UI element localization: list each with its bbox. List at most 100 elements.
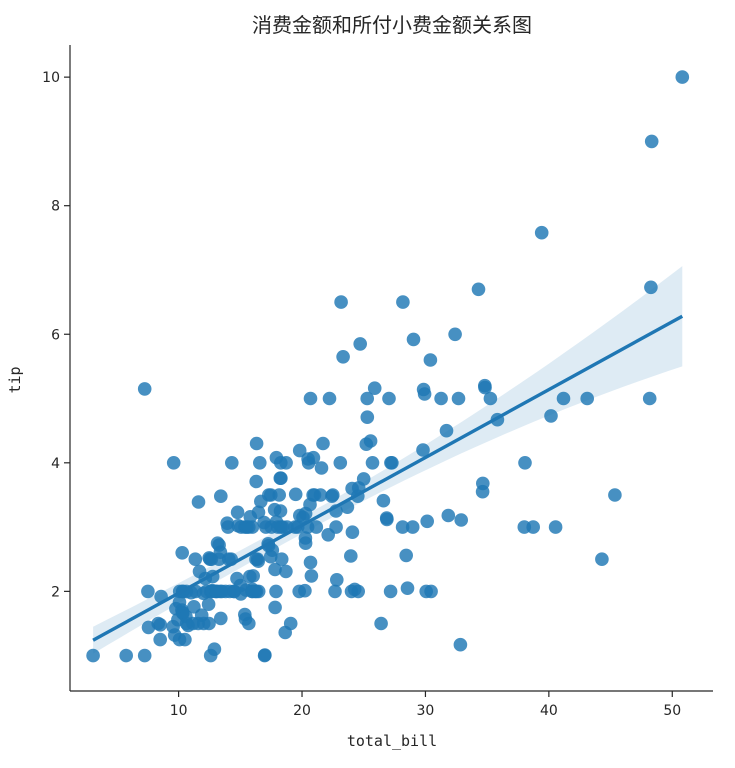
scatter-point: [309, 520, 324, 534]
x-ticks: 10 20 30 40 50: [170, 691, 681, 719]
x-tick-label: 10: [170, 703, 188, 719]
scatter-point: [328, 584, 342, 599]
scatter-point: [242, 616, 256, 631]
scatter-point: [360, 391, 375, 406]
scatter-point: [382, 391, 396, 406]
scatter-point: [644, 134, 659, 149]
scatter-point: [534, 225, 549, 240]
scatter-point: [434, 391, 448, 406]
x-tick-label: 40: [540, 703, 558, 719]
x-tick-label: 50: [663, 703, 681, 719]
scatter-point: [405, 520, 420, 534]
scatter-point: [471, 282, 486, 297]
scatter-point: [367, 381, 382, 396]
scatter-point: [483, 391, 498, 406]
scatter-point: [119, 648, 133, 663]
scatter-point: [642, 391, 657, 406]
scatter-point: [245, 520, 260, 534]
scatter-point: [166, 456, 181, 470]
scatter-point: [251, 505, 266, 520]
scatter-point: [306, 450, 321, 465]
scatter-point: [424, 584, 438, 599]
scatter-point: [448, 327, 462, 342]
scatter-point: [268, 562, 282, 577]
x-tick-label: 30: [417, 703, 435, 719]
scatter-point: [580, 391, 594, 406]
scatter-point: [345, 525, 360, 539]
scatter-point: [283, 616, 298, 631]
scatter-point: [288, 487, 303, 502]
scatter-point: [265, 543, 280, 557]
scatter-point: [214, 611, 228, 626]
scatter-point: [201, 597, 216, 611]
scatter-point: [453, 637, 468, 652]
scatter-point: [298, 583, 312, 598]
scatter-point: [202, 616, 216, 631]
scatter-point: [137, 648, 152, 663]
scatter-point: [188, 552, 203, 566]
scatter-point: [423, 353, 438, 367]
scatter-point: [374, 616, 388, 631]
scatter-point: [322, 391, 337, 406]
scatter-point: [330, 573, 344, 587]
scatter-point: [269, 584, 283, 599]
scatter-point: [344, 549, 358, 563]
scatter-point: [313, 488, 328, 502]
y-tick-label: 4: [51, 456, 60, 472]
scatter-point: [251, 554, 265, 568]
scatter-point: [298, 536, 313, 550]
scatter-point: [478, 380, 492, 395]
scatter-point: [86, 648, 100, 663]
scatter-point: [518, 456, 532, 470]
scatter-point: [595, 552, 609, 566]
scatter-point: [476, 476, 490, 491]
scatter-point: [333, 456, 348, 470]
scatter-point: [279, 456, 293, 470]
scatter-point: [417, 387, 432, 401]
scatter-point: [272, 488, 287, 502]
confidence-band: [93, 266, 683, 654]
scatter-point: [395, 520, 410, 534]
scatter-point: [246, 569, 260, 583]
scatter-point: [249, 436, 264, 451]
scatter-point: [137, 382, 152, 396]
scatter-point: [336, 350, 350, 364]
scatter-point: [548, 520, 563, 534]
scatter-point: [329, 520, 343, 534]
scatter-point: [385, 456, 399, 470]
scatter-point: [406, 332, 421, 347]
plot-area: [86, 70, 690, 663]
scatter-point: [303, 391, 318, 406]
y-tick-label: 8: [51, 199, 60, 215]
scatter-point: [191, 495, 206, 509]
scatter-point: [225, 456, 239, 470]
scatter-point: [153, 632, 167, 647]
scatter-point: [279, 564, 293, 579]
scatter-point: [399, 548, 414, 563]
scatter-point: [316, 436, 330, 451]
scatter-point: [356, 472, 371, 486]
scatter-point: [416, 443, 430, 457]
scatter-point: [273, 504, 288, 518]
x-axis-label: total_bill: [347, 732, 437, 750]
scatter-point: [304, 569, 319, 583]
scatter-point: [214, 489, 228, 504]
scatter-point: [353, 337, 368, 351]
scatter-points: [86, 70, 690, 663]
scatter-point: [441, 508, 456, 523]
scatter-point: [249, 474, 263, 489]
y-tick-label: 2: [51, 584, 60, 600]
x-tick-label: 20: [293, 703, 311, 719]
scatter-point: [420, 514, 435, 529]
scatter-point: [380, 512, 394, 527]
y-tick-label: 6: [51, 327, 60, 343]
scatter-point: [608, 488, 622, 502]
scatter-point: [644, 280, 658, 295]
scatter-point: [675, 70, 690, 84]
scatter-point: [365, 456, 380, 470]
scatter-point: [303, 555, 318, 570]
scatter-point: [141, 584, 155, 599]
scatter-point: [258, 648, 272, 662]
scatter-point: [400, 581, 415, 595]
